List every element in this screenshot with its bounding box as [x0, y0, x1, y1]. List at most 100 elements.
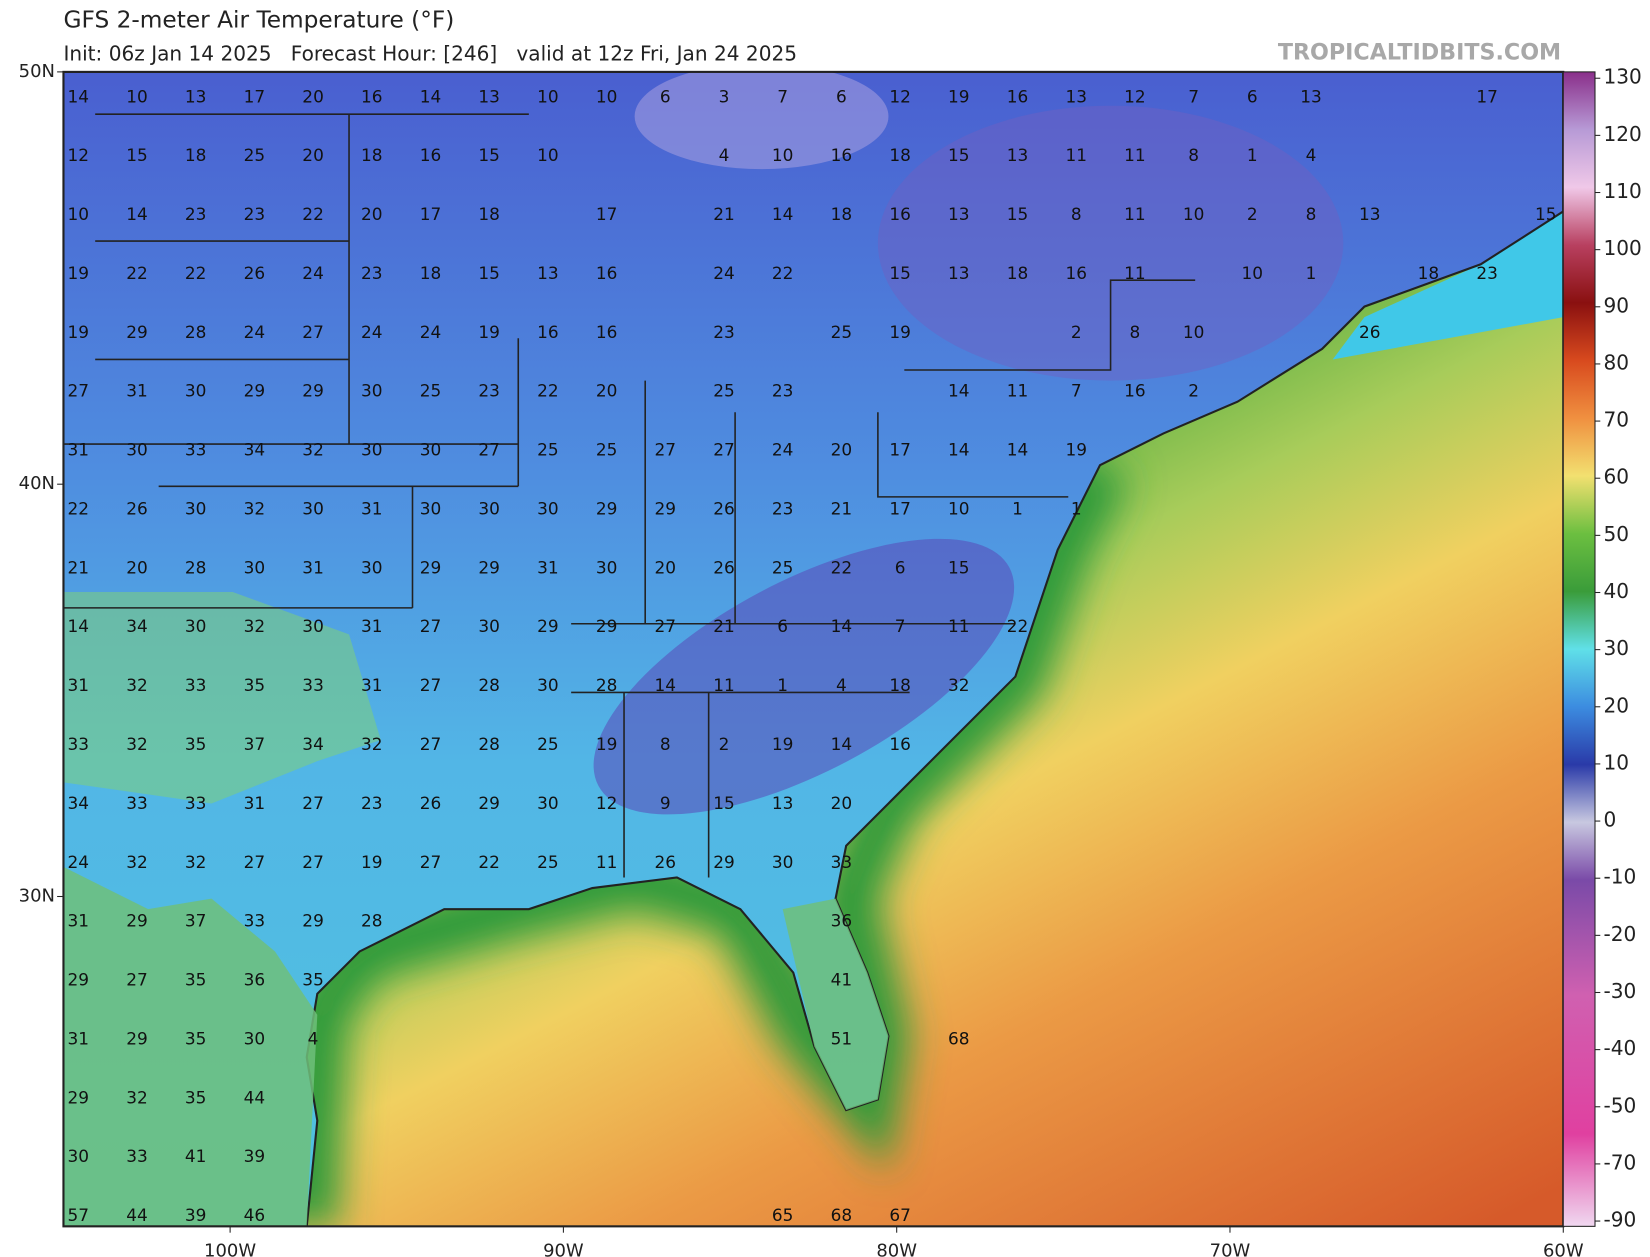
station-value: 8	[1071, 204, 1082, 224]
station-value: 30	[68, 1146, 90, 1166]
station-value: 32	[361, 734, 383, 754]
station-value: 7	[1188, 86, 1199, 106]
station-value: 32	[302, 440, 324, 460]
station-value: 10	[1242, 263, 1264, 283]
station-value: 27	[478, 440, 500, 460]
colorbar-label: 0	[1603, 808, 1616, 832]
station-value: 13	[948, 204, 970, 224]
station-value: 18	[831, 204, 853, 224]
station-value: 28	[185, 322, 207, 342]
station-value: 34	[244, 440, 266, 460]
station-value: 6	[836, 86, 847, 106]
station-value: 25	[537, 440, 559, 460]
station-value: 33	[185, 440, 207, 460]
station-value: 15	[948, 145, 970, 165]
station-value: 28	[185, 557, 207, 577]
station-value: 23	[772, 498, 794, 518]
x-tick-label: 90W	[543, 1241, 584, 1257]
colorbar-label: 90	[1603, 293, 1629, 317]
station-value: 15	[478, 263, 500, 283]
station-value: 10	[1183, 204, 1205, 224]
station-value: 36	[244, 970, 266, 990]
station-value: 39	[244, 1146, 266, 1166]
station-value: 68	[948, 1028, 970, 1048]
station-value: 10	[1183, 322, 1205, 342]
station-value: 41	[185, 1146, 207, 1166]
station-value: 8	[660, 734, 671, 754]
colorbar-label: -90	[1603, 1208, 1636, 1232]
station-value: 24	[302, 263, 324, 283]
station-value: 32	[244, 616, 266, 636]
station-value: 22	[68, 498, 90, 518]
station-value: 7	[895, 616, 906, 636]
colorbar-label: -40	[1603, 1036, 1636, 1060]
station-value: 30	[244, 1028, 266, 1048]
station-value: 18	[1007, 263, 1029, 283]
station-value: 11	[1007, 381, 1029, 401]
station-value: 20	[596, 381, 618, 401]
station-value: 30	[478, 498, 500, 518]
station-value: 26	[713, 498, 735, 518]
station-value: 29	[420, 557, 442, 577]
station-value: 31	[68, 675, 90, 695]
station-value: 25	[537, 734, 559, 754]
station-value: 14	[948, 440, 970, 460]
station-value: 13	[772, 793, 794, 813]
station-value: 6	[777, 616, 788, 636]
station-value: 4	[719, 145, 730, 165]
station-value: 34	[68, 793, 90, 813]
station-value: 27	[244, 852, 266, 872]
station-value: 14	[772, 204, 794, 224]
station-value: 22	[772, 263, 794, 283]
station-value: 21	[831, 498, 853, 518]
station-value: 1	[777, 675, 788, 695]
station-value: 31	[126, 381, 148, 401]
station-value: 2	[1188, 381, 1199, 401]
station-value: 14	[831, 734, 853, 754]
station-value: 39	[185, 1205, 207, 1225]
station-value: 20	[831, 440, 853, 460]
colorbar-label: -20	[1603, 922, 1636, 946]
station-value: 22	[185, 263, 207, 283]
station-value: 31	[68, 1028, 90, 1048]
map-area	[63, 71, 1564, 1227]
station-value: 21	[68, 557, 90, 577]
x-tick-label: 100W	[204, 1241, 256, 1257]
station-value: 32	[126, 852, 148, 872]
station-value: 29	[68, 1087, 90, 1107]
station-value: 22	[126, 263, 148, 283]
station-value: 13	[1007, 145, 1029, 165]
station-value: 29	[478, 557, 500, 577]
station-value: 34	[126, 616, 148, 636]
station-value: 29	[68, 970, 90, 990]
colorbar-label: -10	[1603, 865, 1636, 889]
station-value: 30	[302, 616, 324, 636]
station-value: 67	[889, 1205, 911, 1225]
station-value: 23	[185, 204, 207, 224]
station-value: 68	[831, 1205, 853, 1225]
colorbar-label: -70	[1603, 1150, 1636, 1174]
station-value: 13	[185, 86, 207, 106]
cold-appalachians	[593, 538, 1015, 815]
station-value: 17	[244, 86, 266, 106]
station-value: 21	[713, 616, 735, 636]
station-value: 12	[596, 793, 618, 813]
station-value: 30	[361, 440, 383, 460]
station-value: 16	[889, 204, 911, 224]
station-value: 16	[537, 322, 559, 342]
station-value: 18	[361, 145, 383, 165]
station-value: 26	[713, 557, 735, 577]
station-value: 4	[836, 675, 847, 695]
station-value: 16	[596, 263, 618, 283]
station-value: 35	[185, 970, 207, 990]
station-value: 16	[1007, 86, 1029, 106]
station-value: 15	[1535, 204, 1557, 224]
station-value: 32	[185, 852, 207, 872]
station-value: 10	[596, 86, 618, 106]
station-value: 10	[948, 498, 970, 518]
station-value: 29	[478, 793, 500, 813]
station-value: 22	[478, 852, 500, 872]
station-value: 20	[655, 557, 677, 577]
station-value: 19	[68, 322, 90, 342]
station-value: 16	[1124, 381, 1146, 401]
